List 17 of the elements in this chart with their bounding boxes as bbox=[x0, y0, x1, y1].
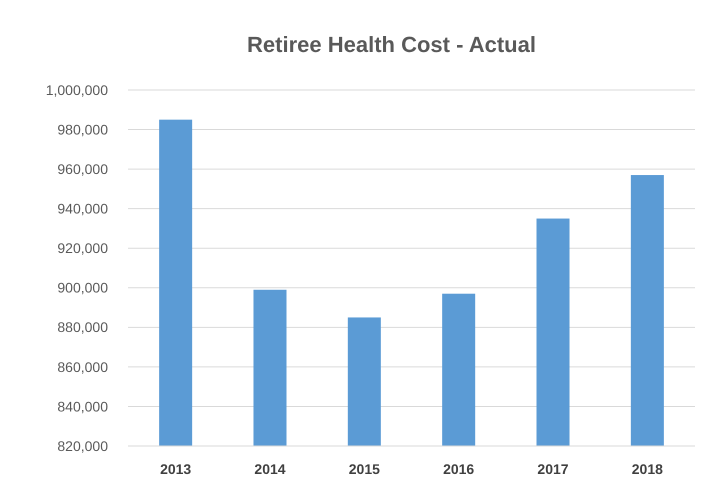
x-tick-label: 2015 bbox=[348, 461, 380, 477]
x-tick-label: 2014 bbox=[254, 461, 286, 477]
y-tick-label: 960,000 bbox=[57, 161, 108, 178]
y-tick-label: 880,000 bbox=[57, 319, 108, 336]
y-tick-label: 900,000 bbox=[57, 280, 108, 296]
x-tick-label: 2018 bbox=[632, 461, 664, 477]
y-tick-label: 1,000,000 bbox=[46, 82, 108, 98]
x-tick-label: 2017 bbox=[537, 461, 569, 477]
y-tick-label: 980,000 bbox=[57, 121, 108, 138]
y-tick-label: 840,000 bbox=[57, 398, 108, 414]
y-tick-label: 920,000 bbox=[57, 240, 108, 256]
x-tick-label: 2013 bbox=[160, 461, 192, 477]
chart-title: Retiree Health Cost - Actual bbox=[247, 32, 536, 57]
y-tick-label: 820,000 bbox=[57, 438, 108, 454]
x-tick-label: 2016 bbox=[443, 461, 474, 477]
y-tick-label: 860,000 bbox=[57, 358, 108, 375]
y-tick-label: 940,000 bbox=[57, 200, 108, 217]
